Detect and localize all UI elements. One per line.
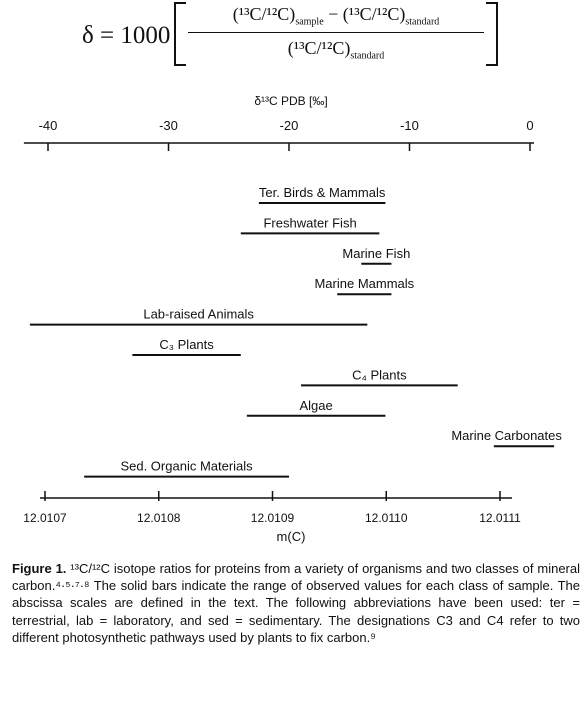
top-tick-label: 0 <box>526 118 533 133</box>
bottom-tick-label: 12.0110 <box>365 511 408 525</box>
fraction-bar <box>188 32 484 33</box>
equation-numerator: (¹³C/¹²C)sample − (¹³C/¹²C)standard <box>186 4 486 28</box>
range-bar-label: Ter. Birds & Mammals <box>259 185 386 200</box>
caption-label: Figure 1. <box>12 561 67 576</box>
bottom-tick-label: 12.0109 <box>251 511 295 525</box>
range-bar-label: Marine Carbonates <box>451 428 562 443</box>
range-bar-label: Marine Fish <box>342 246 410 261</box>
denominator-standard-subscript: standard <box>350 50 385 62</box>
bottom-tick-label: 12.0107 <box>23 511 67 525</box>
numerator-ratio-1: (¹³C/¹²C) <box>232 4 296 24</box>
delta-equation: δ = 1000 (¹³C/¹²C)sample − (¹³C/¹²C)stan… <box>0 0 584 82</box>
bottom-tick-label: 12.0108 <box>137 511 181 525</box>
equation-lhs: δ = 1000 <box>82 22 171 49</box>
numerator-ratio-2: (¹³C/¹²C) <box>342 4 406 24</box>
top-tick-label: -20 <box>280 118 299 133</box>
figure-caption: Figure 1. ¹³C/¹²C isotope ratios for pro… <box>12 560 580 646</box>
range-bar-label: C₃ Plants <box>159 337 214 352</box>
range-bar-label: Sed. Organic Materials <box>120 459 253 474</box>
denominator-ratio: (¹³C/¹²C) <box>287 38 351 58</box>
numerator-standard-subscript: standard <box>405 16 440 28</box>
isotope-range-chart: δ¹³C PDB [‰] -40 -30 -20 -10 0 Ter. Birds & Ma… <box>23 94 562 544</box>
equation-denominator: (¹³C/¹²C)standard <box>186 38 486 62</box>
top-tick-label: -30 <box>159 118 178 133</box>
bottom-tick-label: 12.0111 <box>479 511 521 525</box>
right-bracket <box>486 2 498 66</box>
range-bar-label: C₄ Plants <box>352 367 407 382</box>
range-bar-label: Algae <box>299 398 332 413</box>
numerator-sample-subscript: sample <box>295 16 324 28</box>
range-bar-label: Freshwater Fish <box>263 215 356 230</box>
caption-text: ¹³C/¹²C isotope ratios for proteins from… <box>12 561 580 645</box>
range-bar-label: Lab-raised Animals <box>143 307 254 322</box>
top-axis-label: δ¹³C PDB [‰] <box>254 94 327 108</box>
top-tick-label: -10 <box>400 118 419 133</box>
bottom-axis-label: m(C) <box>277 529 306 544</box>
top-tick-label: -40 <box>39 118 58 133</box>
range-bar-label: Marine Mammals <box>314 276 414 291</box>
left-bracket <box>174 2 186 66</box>
numerator-minus: − <box>323 4 343 24</box>
